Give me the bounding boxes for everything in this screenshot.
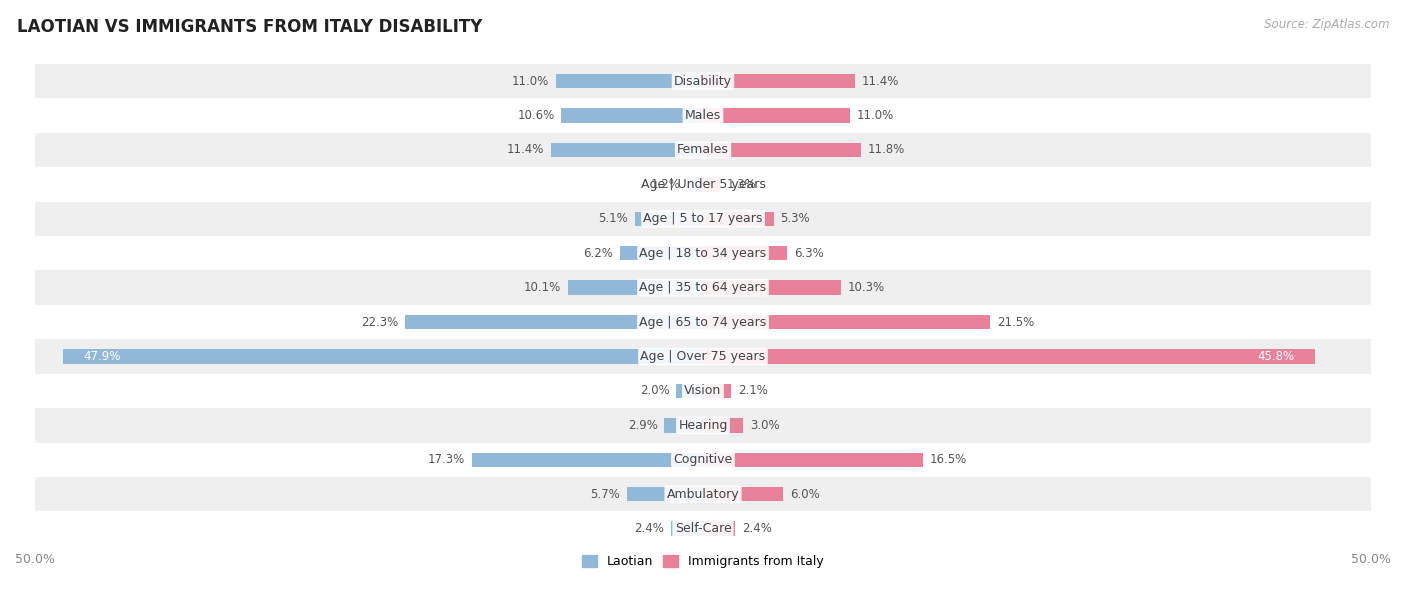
Bar xyxy=(703,108,851,123)
Bar xyxy=(703,521,735,536)
Bar xyxy=(703,280,841,295)
Bar xyxy=(35,408,1371,442)
Bar xyxy=(703,143,860,157)
Text: Age | Over 75 years: Age | Over 75 years xyxy=(641,350,765,363)
Text: Hearing: Hearing xyxy=(678,419,728,432)
Text: 11.4%: 11.4% xyxy=(506,143,544,157)
Bar xyxy=(620,246,703,261)
Text: Age | 35 to 64 years: Age | 35 to 64 years xyxy=(640,281,766,294)
Text: 45.8%: 45.8% xyxy=(1258,350,1295,363)
Text: 2.0%: 2.0% xyxy=(640,384,669,397)
Text: 2.9%: 2.9% xyxy=(627,419,658,432)
Text: Cognitive: Cognitive xyxy=(673,453,733,466)
Bar xyxy=(472,452,703,467)
Bar xyxy=(555,74,703,88)
Text: 10.3%: 10.3% xyxy=(848,281,884,294)
Bar xyxy=(703,246,787,261)
Bar xyxy=(35,133,1371,167)
Bar xyxy=(35,374,1371,408)
Bar xyxy=(35,64,1371,99)
Text: Age | 5 to 17 years: Age | 5 to 17 years xyxy=(644,212,762,225)
Bar xyxy=(703,418,744,433)
Bar xyxy=(405,315,703,329)
Bar xyxy=(703,315,990,329)
Bar xyxy=(671,521,703,536)
Bar xyxy=(35,271,1371,305)
Text: 11.0%: 11.0% xyxy=(856,109,894,122)
Text: 2.1%: 2.1% xyxy=(738,384,768,397)
Text: Ambulatory: Ambulatory xyxy=(666,488,740,501)
Bar xyxy=(676,384,703,398)
Text: 22.3%: 22.3% xyxy=(361,316,398,329)
Bar xyxy=(664,418,703,433)
Text: 11.0%: 11.0% xyxy=(512,75,550,88)
Bar xyxy=(561,108,703,123)
Text: Source: ZipAtlas.com: Source: ZipAtlas.com xyxy=(1264,18,1389,31)
Text: Males: Males xyxy=(685,109,721,122)
Bar xyxy=(636,212,703,226)
Bar xyxy=(568,280,703,295)
Text: 2.4%: 2.4% xyxy=(634,522,664,535)
Bar xyxy=(35,167,1371,201)
Text: 10.6%: 10.6% xyxy=(517,109,555,122)
Bar xyxy=(703,452,924,467)
Bar xyxy=(35,305,1371,339)
Bar xyxy=(703,384,731,398)
Bar xyxy=(35,512,1371,546)
Bar xyxy=(35,201,1371,236)
Text: Self-Care: Self-Care xyxy=(675,522,731,535)
Text: 2.4%: 2.4% xyxy=(742,522,772,535)
Bar xyxy=(703,487,783,501)
Text: 10.1%: 10.1% xyxy=(524,281,561,294)
Text: 5.7%: 5.7% xyxy=(591,488,620,501)
Text: Age | 65 to 74 years: Age | 65 to 74 years xyxy=(640,316,766,329)
Bar xyxy=(35,236,1371,271)
Text: 6.0%: 6.0% xyxy=(790,488,820,501)
Text: 5.1%: 5.1% xyxy=(599,212,628,225)
Text: Disability: Disability xyxy=(673,75,733,88)
Text: Age | Under 5 years: Age | Under 5 years xyxy=(641,178,765,191)
Text: 1.2%: 1.2% xyxy=(651,178,681,191)
Text: 11.4%: 11.4% xyxy=(862,75,900,88)
Text: 5.3%: 5.3% xyxy=(780,212,810,225)
Legend: Laotian, Immigrants from Italy: Laotian, Immigrants from Italy xyxy=(576,550,830,573)
Text: 1.3%: 1.3% xyxy=(727,178,756,191)
Bar xyxy=(627,487,703,501)
Bar xyxy=(63,349,703,364)
Bar xyxy=(35,477,1371,512)
Text: 6.3%: 6.3% xyxy=(794,247,824,259)
Text: Age | 18 to 34 years: Age | 18 to 34 years xyxy=(640,247,766,259)
Text: 3.0%: 3.0% xyxy=(749,419,779,432)
Bar xyxy=(35,339,1371,374)
Bar xyxy=(35,442,1371,477)
Bar xyxy=(703,212,773,226)
Bar xyxy=(35,99,1371,133)
Text: Females: Females xyxy=(678,143,728,157)
Bar xyxy=(688,177,703,192)
Bar xyxy=(703,349,1315,364)
Bar xyxy=(703,177,720,192)
Text: LAOTIAN VS IMMIGRANTS FROM ITALY DISABILITY: LAOTIAN VS IMMIGRANTS FROM ITALY DISABIL… xyxy=(17,18,482,36)
Text: 21.5%: 21.5% xyxy=(997,316,1035,329)
Bar xyxy=(551,143,703,157)
Text: 17.3%: 17.3% xyxy=(427,453,465,466)
Text: 6.2%: 6.2% xyxy=(583,247,613,259)
Bar xyxy=(703,74,855,88)
Text: Vision: Vision xyxy=(685,384,721,397)
Text: 11.8%: 11.8% xyxy=(868,143,904,157)
Text: 47.9%: 47.9% xyxy=(83,350,121,363)
Text: 16.5%: 16.5% xyxy=(931,453,967,466)
